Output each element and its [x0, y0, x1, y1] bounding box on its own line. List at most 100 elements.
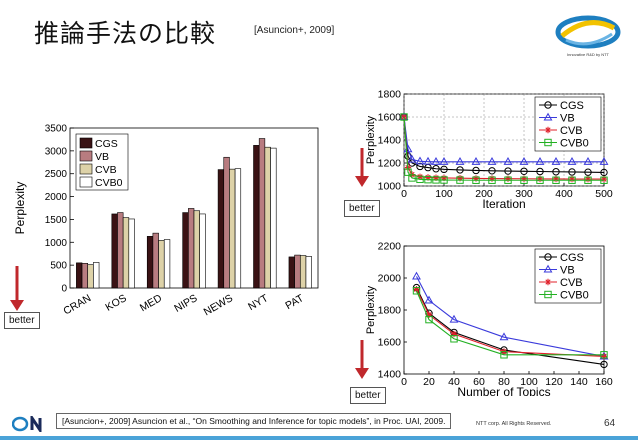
- topics-point-vb: [449, 314, 459, 323]
- iter-legend-label: VB: [560, 113, 575, 125]
- topics-x-tick-label: 20: [423, 376, 435, 388]
- bar-legend-label: VB: [95, 151, 109, 163]
- topics-point-cvb: [450, 330, 458, 338]
- iter-point-cgs: [552, 168, 560, 176]
- iter-point-vb: [471, 157, 481, 165]
- topics-legend-label: CVB: [560, 277, 583, 289]
- topics-point-cvb: [425, 311, 433, 318]
- copyright-text: NTT corp. All Rights Reserved.: [476, 421, 552, 427]
- topics-x-tick-label: 80: [498, 376, 510, 388]
- topics-series-vb: [416, 276, 605, 357]
- bar-y-tick-label: 1000: [45, 238, 68, 249]
- bar-chart: 0500100015002000250030003500PerplexityCR…: [13, 124, 319, 318]
- topics-x-tick-label: 160: [595, 376, 613, 388]
- iter-point-cvb: [432, 174, 440, 181]
- iter-legend-marker: [544, 138, 552, 147]
- iter-x-tick-label: 300: [515, 188, 533, 200]
- bar-y-tick-label: 3500: [45, 124, 68, 135]
- topics-x-tick-label: 140: [570, 376, 588, 388]
- iter-point-cvb0: [552, 176, 560, 184]
- topics-x-tick-label: 60: [473, 376, 485, 388]
- topics-y-tick-label: 1600: [378, 337, 402, 349]
- bar-y-tick-label: 0: [61, 284, 67, 295]
- bar-legend-label: CGS: [95, 138, 118, 150]
- logo-caption: Innovative R&D by NTT: [566, 52, 609, 57]
- iter-point-vb: [431, 157, 441, 165]
- bar-y-tick-label: 1500: [45, 215, 68, 226]
- iter-series-cvb0: [403, 116, 604, 181]
- iter-point-cgs: [600, 168, 608, 177]
- iter-point-cvb0: [440, 176, 448, 184]
- iter-point-cvb: [440, 174, 448, 182]
- bar-y-tick-label: 500: [50, 261, 67, 272]
- topics-point-cvb0: [450, 335, 458, 343]
- topics-series-cvb0: [415, 290, 604, 356]
- better-arrow-iteration-head: [355, 176, 369, 187]
- topics-line-chart: 0 20 40 60 80 100 120 140 160 1400 1600 1800 2000 220…: [365, 241, 613, 397]
- better-arrow-bar-head: [10, 300, 24, 311]
- iter-point-cvb0: [408, 174, 416, 182]
- bar-legend-swatch: [79, 163, 93, 175]
- bar-nyt-cvb0: [270, 147, 277, 289]
- topics-legend-marker: [544, 253, 552, 261]
- bar-legend-swatch: [79, 176, 93, 188]
- iter-point-cvb: [472, 175, 480, 182]
- ntt-corp-logo-icon: [12, 416, 42, 432]
- iter-point-cgs: [488, 167, 496, 175]
- iter-series-vb: [403, 116, 604, 163]
- topics-legend-label: CVB0: [560, 290, 589, 302]
- bar-legend-label: CVB0: [95, 177, 123, 189]
- bar-news-cvb0: [234, 168, 242, 289]
- iter-point-cvb0: [404, 168, 412, 176]
- iter-y-tick-label: 1600: [378, 112, 402, 124]
- iter-point-vb: [535, 157, 545, 165]
- iter-x-tick-label: 400: [555, 188, 573, 200]
- topics-point-vb: [424, 295, 434, 304]
- topics-legend-marker: [543, 264, 553, 273]
- iter-legend-label: CVB: [560, 125, 583, 137]
- iter-point-cgs: [472, 166, 480, 175]
- topics-x-axis-label: Number of Topics: [457, 385, 550, 396]
- iter-point-vb: [487, 157, 497, 165]
- iter-y-tick-label: 1000: [378, 181, 402, 193]
- iter-point-vb: [519, 157, 529, 165]
- iter-point-cvb0: [488, 176, 496, 184]
- iter-point-vb: [407, 154, 417, 163]
- iter-point-cgs: [504, 167, 512, 175]
- footer-bar: [0, 436, 638, 440]
- iter-point-cvb0: [520, 176, 528, 184]
- iter-point-cvb0: [584, 176, 592, 184]
- iter-x-tick-label: 500: [595, 188, 613, 200]
- iter-point-cvb0: [416, 175, 424, 184]
- iter-point-cgs: [520, 167, 528, 175]
- iter-legend-marker: [543, 112, 553, 121]
- iter-point-cvb: [424, 174, 432, 181]
- iter-point-cvb: [416, 173, 424, 180]
- topics-y-tick-label: 1800: [378, 305, 402, 317]
- topics-point-cvb0: [600, 351, 608, 359]
- ntt-swirl-logo-icon: [555, 15, 621, 49]
- iter-x-tick-label: 0: [401, 188, 407, 200]
- iter-point-vb: [583, 157, 593, 165]
- iter-point-cvb0: [424, 175, 432, 184]
- iter-point-cvb: [552, 175, 560, 183]
- better-label-iteration: better: [344, 200, 380, 217]
- iter-legend-label: CVB0: [560, 138, 589, 150]
- iter-point-vb: [423, 156, 433, 165]
- iter-point-vb: [503, 157, 513, 165]
- topics-x-tick-label: 120: [545, 376, 563, 388]
- iter-point-vb: [599, 157, 609, 165]
- topics-x-tick-label: 0: [401, 376, 407, 388]
- bar-kos-cvb0: [128, 218, 135, 289]
- topics-point-vb: [499, 332, 509, 341]
- bar-med-cvb0: [163, 239, 171, 289]
- short-citation: [Asuncion+, 2009]: [254, 25, 335, 36]
- better-arrow-topics-head: [355, 368, 369, 379]
- iter-point-cvb0: [472, 176, 480, 184]
- iter-point-cvb0: [536, 176, 544, 184]
- topics-point-cgs: [600, 360, 608, 369]
- iter-point-cvb: [488, 175, 496, 182]
- iter-y-axis-label: Perplexity: [365, 115, 377, 164]
- iter-point-cgs: [568, 168, 576, 176]
